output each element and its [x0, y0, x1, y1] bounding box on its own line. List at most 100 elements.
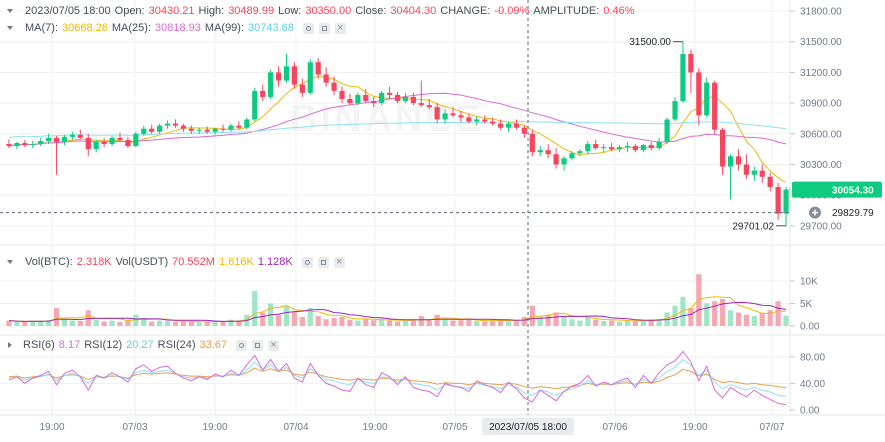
- volume-bar: [299, 317, 305, 326]
- candle-body: [339, 90, 345, 100]
- hide-icon[interactable]: [252, 339, 264, 351]
- candle-body: [291, 66, 298, 85]
- price-tick-label: 30900.00: [800, 99, 842, 110]
- vol-btc-value: 2.318K: [76, 256, 112, 268]
- vol-usdt-value: 70.552M: [172, 256, 215, 268]
- expand-caret-icon[interactable]: [8, 342, 12, 348]
- candle-body: [720, 129, 726, 167]
- volume-bar: [466, 319, 472, 326]
- volume-bar: [386, 320, 393, 326]
- volume-bar: [601, 321, 607, 326]
- close-label: Close:: [355, 5, 387, 17]
- candle-body: [117, 137, 123, 140]
- candle-body: [109, 137, 115, 145]
- rsi12-label: RSI(12): [84, 339, 123, 351]
- volume-bar: [482, 321, 488, 326]
- volume-bar: [720, 299, 726, 326]
- candle-body: [323, 74, 329, 83]
- volume-bar: [38, 321, 44, 326]
- rsi-tick-label: 40.00: [800, 379, 825, 390]
- volume-bar: [727, 310, 734, 326]
- rsi-lines: [8, 350, 787, 406]
- volume-bar: [363, 319, 369, 326]
- candle-body: [513, 123, 520, 128]
- candle-body: [577, 151, 583, 154]
- volume-tick-label: 5K: [800, 299, 813, 310]
- amplitude-value: 0.46%: [603, 5, 635, 17]
- candle-body: [418, 103, 424, 106]
- candle-body: [347, 99, 353, 104]
- volume-bar: [164, 321, 171, 326]
- candle-body: [458, 115, 464, 118]
- candle-body: [712, 82, 718, 130]
- volume-bar: [474, 321, 480, 326]
- crosshair-time-box: [482, 418, 574, 435]
- candle-body: [490, 121, 496, 124]
- candle-body: [93, 141, 99, 150]
- grid-lines: [0, 0, 885, 416]
- ma-header-row: MA(7): 30668.26 MA(25): 30818.93 MA(99):…: [0, 20, 346, 36]
- close-value: 30404.30: [390, 5, 437, 17]
- settings-icon[interactable]: [302, 22, 314, 34]
- candle-body: [141, 128, 147, 134]
- vol-ma2-value: 1.128K: [257, 256, 293, 268]
- candle-body: [275, 72, 282, 81]
- candle-body: [228, 125, 234, 130]
- volume-bars: [6, 274, 789, 326]
- candle-body: [204, 129, 210, 132]
- vol-usdt-label: Vol(USDT): [115, 256, 169, 268]
- close-icon[interactable]: [334, 20, 346, 36]
- collapse-caret-icon[interactable]: [7, 26, 13, 30]
- candle-body: [53, 137, 60, 142]
- volume-bar: [315, 316, 321, 326]
- low-label: Low:: [278, 5, 302, 17]
- settings-icon[interactable]: [301, 256, 313, 268]
- candle-body: [529, 133, 535, 153]
- candle-body: [133, 133, 139, 147]
- vol-ma1-value: 1.616K: [218, 256, 254, 268]
- volume-bar: [759, 313, 765, 326]
- change-value: -0.09%: [494, 5, 530, 17]
- collapse-caret-icon[interactable]: [7, 9, 13, 13]
- candle-body: [735, 156, 742, 165]
- hide-icon[interactable]: [317, 256, 329, 268]
- ma7-label: MA(7):: [25, 22, 58, 34]
- volume-bar: [513, 321, 520, 326]
- volume-bar: [529, 305, 535, 326]
- candle-body: [442, 113, 448, 120]
- candle-body: [775, 187, 781, 214]
- candle-body: [608, 147, 615, 150]
- open-label: Open:: [114, 5, 145, 17]
- volume-bar: [553, 312, 559, 326]
- volume-bar: [593, 319, 599, 326]
- close-icon[interactable]: [268, 337, 280, 353]
- candle-body: [593, 144, 599, 149]
- candle-body: [696, 72, 702, 116]
- rsi12-value: 20.27: [126, 339, 154, 351]
- volume-bar: [585, 317, 591, 326]
- candle-body: [672, 101, 678, 120]
- close-icon[interactable]: [333, 254, 345, 270]
- time-tick-label: 07/05: [442, 422, 467, 433]
- collapse-caret-icon[interactable]: [7, 260, 13, 264]
- volume-bar: [53, 308, 60, 326]
- crosshair-time-label: 2023/07/05 18:00: [489, 422, 567, 433]
- candle-body: [386, 92, 393, 95]
- candle-body: [474, 119, 480, 122]
- candle-body: [38, 140, 44, 145]
- volume-bar: [260, 312, 266, 326]
- candle-body: [680, 53, 686, 102]
- time-tick-label: 19:00: [682, 422, 707, 433]
- volume-bar: [577, 320, 583, 326]
- candle-body: [601, 147, 607, 149]
- rsi24-value: 33.67: [199, 339, 228, 351]
- ma25-value: 30818.93: [155, 22, 201, 34]
- hide-icon[interactable]: [318, 22, 330, 34]
- volume-bar: [656, 318, 662, 326]
- candle-body: [632, 146, 638, 151]
- ma99-label: MA(99):: [204, 22, 245, 34]
- rsi-header-row: RSI(6) 8.17 RSI(12) 20.27 RSI(24) 33.67: [0, 337, 280, 353]
- settings-icon[interactable]: [236, 339, 248, 351]
